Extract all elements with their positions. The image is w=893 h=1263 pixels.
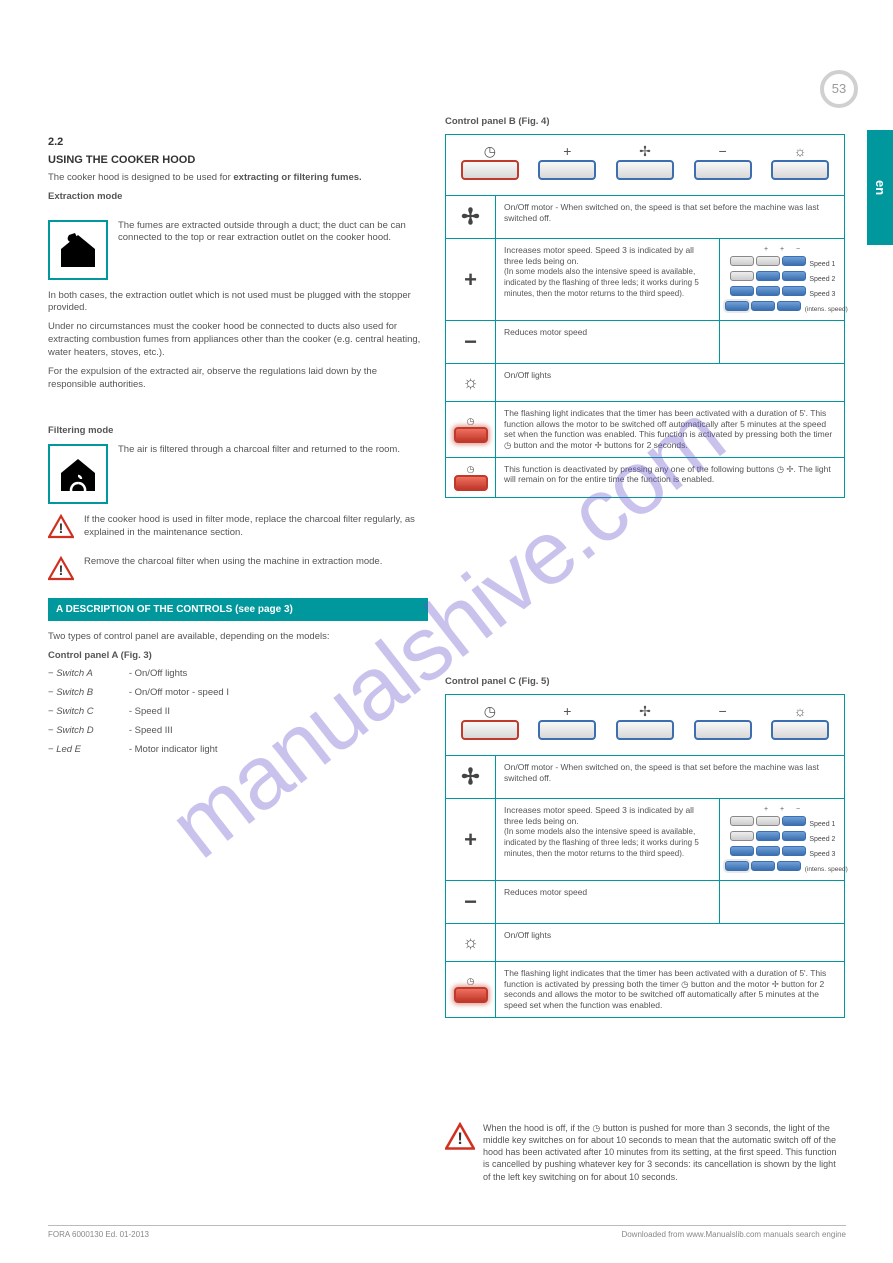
timer-solid-desc: This function is deactivated by pressing… (496, 458, 844, 497)
panel-c-header: + − (446, 695, 844, 756)
filter-warning1: If the cooker hood is used in filter mod… (84, 514, 428, 540)
light-button[interactable] (771, 720, 829, 740)
warning-icon: ! (48, 556, 74, 582)
plus-icon: + (446, 239, 496, 320)
mode-a-text: The fumes are extracted outside through … (118, 220, 428, 246)
warning-icon: ! (445, 1122, 475, 1152)
c-speed-leds-legend: ++− Speed 1 Speed 2 Speed 3 (intens. spe… (719, 799, 844, 880)
c-timer-desc: The flashing light indicates that the ti… (496, 962, 844, 1017)
controls-description-title-bar: A DESCRIPTION OF THE CONTROLS (see page … (48, 598, 428, 621)
light-icon (446, 924, 496, 961)
footer-right: Downloaded from www.Manualslib.com manua… (621, 1230, 846, 1239)
speed-down-desc: Reduces motor speed (496, 321, 719, 363)
panel-a-title: Control panel A (Fig. 3) (48, 650, 428, 663)
motor-onoff-desc: On/Off motor - When switched on, the spe… (496, 196, 844, 238)
extraction-mode-icon (48, 220, 108, 280)
svg-text:!: ! (59, 562, 64, 578)
timer-flash-desc: The flashing light indicates that the ti… (496, 402, 844, 457)
timer-button[interactable] (461, 160, 519, 180)
clock-icon (461, 703, 519, 717)
page-footer: FORA 6000130 Ed. 01-2013 Downloaded from… (48, 1225, 846, 1239)
switch-a-row: − Switch A - On/Off lights (48, 668, 428, 681)
light-icon (771, 703, 829, 717)
plus-icon: + (538, 143, 596, 157)
panel-b-title: Control panel B (Fig. 4) (445, 116, 550, 129)
speed-up-button[interactable] (538, 720, 596, 740)
c-speed-up-desc: Increases motor speed. Speed 3 is indica… (496, 799, 719, 880)
fan-icon (446, 756, 496, 798)
timer-flash-icon (446, 402, 496, 457)
panel-c-warning: ! When the hood is off, if the ◷ button … (445, 1122, 845, 1189)
mode-a-warning1: Under no circumstances must the cooker h… (48, 321, 428, 359)
controls-intro: Two types of control panel are available… (48, 631, 428, 644)
page-number-circle: 53 (820, 70, 858, 108)
fan-icon (446, 196, 496, 238)
mode-a-title: Extraction mode (48, 191, 428, 204)
panel-c-title: Control panel C (Fig. 5) (445, 676, 550, 689)
led-e-row: − Led E - Motor indicator light (48, 744, 428, 757)
filter-mode-icon (48, 444, 108, 504)
clock-icon (461, 143, 519, 157)
intro-text: The cooker hood is designed to be used f… (48, 172, 428, 185)
speed-leds-legend: ++− Speed 1 Speed 2 Speed 3 (intens. spe… (719, 239, 844, 320)
mode-c-text: The air is filtered through a charcoal f… (118, 444, 428, 457)
fan-icon (616, 143, 674, 157)
svg-text:!: ! (457, 1130, 462, 1148)
minus-icon: − (694, 703, 752, 717)
speed-down-button[interactable] (694, 720, 752, 740)
section-number: 2.2 (48, 136, 428, 148)
mode-c-title: Filtering mode (48, 425, 428, 438)
panel-c-warning-text: When the hood is off, if the ◷ button is… (483, 1122, 845, 1183)
minus-icon: − (446, 881, 496, 923)
footer-left: FORA 6000130 Ed. 01-2013 (48, 1230, 149, 1239)
switch-d-row: − Switch D - Speed III (48, 725, 428, 738)
motor-button[interactable] (616, 720, 674, 740)
light-button[interactable] (771, 160, 829, 180)
plus-icon: + (446, 799, 496, 880)
intro-bold: extracting or filtering fumes. (233, 172, 361, 183)
left-column: 2.2 USING THE COOKER HOOD The cooker hoo… (48, 136, 428, 762)
c-light-onoff-desc: On/Off lights (496, 924, 844, 961)
plus-icon: + (538, 703, 596, 717)
control-panel-b: + − On/Off motor - When switched on, the… (445, 134, 845, 498)
mode-a-warning2: For the expulsion of the extracted air, … (48, 366, 428, 392)
speed-up-button[interactable] (538, 160, 596, 180)
motor-button[interactable] (616, 160, 674, 180)
fan-icon (616, 703, 674, 717)
light-icon (446, 364, 496, 401)
switch-c-row: − Switch C - Speed II (48, 706, 428, 719)
panel-b-header: + − (446, 135, 844, 196)
light-icon (771, 143, 829, 157)
mode-a-note: In both cases, the extraction outlet whi… (48, 290, 428, 316)
light-onoff-desc: On/Off lights (496, 364, 844, 401)
c-speed-down-desc: Reduces motor speed (496, 881, 719, 923)
intro-lead: The cooker hood is designed to be used f… (48, 172, 231, 183)
minus-icon: − (694, 143, 752, 157)
section-title: USING THE COOKER HOOD (48, 154, 428, 166)
c-motor-onoff-desc: On/Off motor - When switched on, the spe… (496, 756, 844, 798)
speed-up-desc: Increases motor speed. Speed 3 is indica… (496, 239, 719, 320)
switch-b-row: − Switch B - On/Off motor - speed I (48, 687, 428, 700)
timer-solid-icon (446, 458, 496, 497)
svg-text:!: ! (59, 520, 64, 536)
timer-flash-icon (446, 962, 496, 1017)
filter-warning2: Remove the charcoal filter when using th… (84, 556, 428, 569)
warning-icon: ! (48, 514, 74, 540)
timer-button[interactable] (461, 720, 519, 740)
control-panel-c: + − On/Off motor - When switched on, the… (445, 694, 845, 1018)
language-tab: en (867, 130, 893, 245)
minus-icon: − (446, 321, 496, 363)
speed-down-button[interactable] (694, 160, 752, 180)
